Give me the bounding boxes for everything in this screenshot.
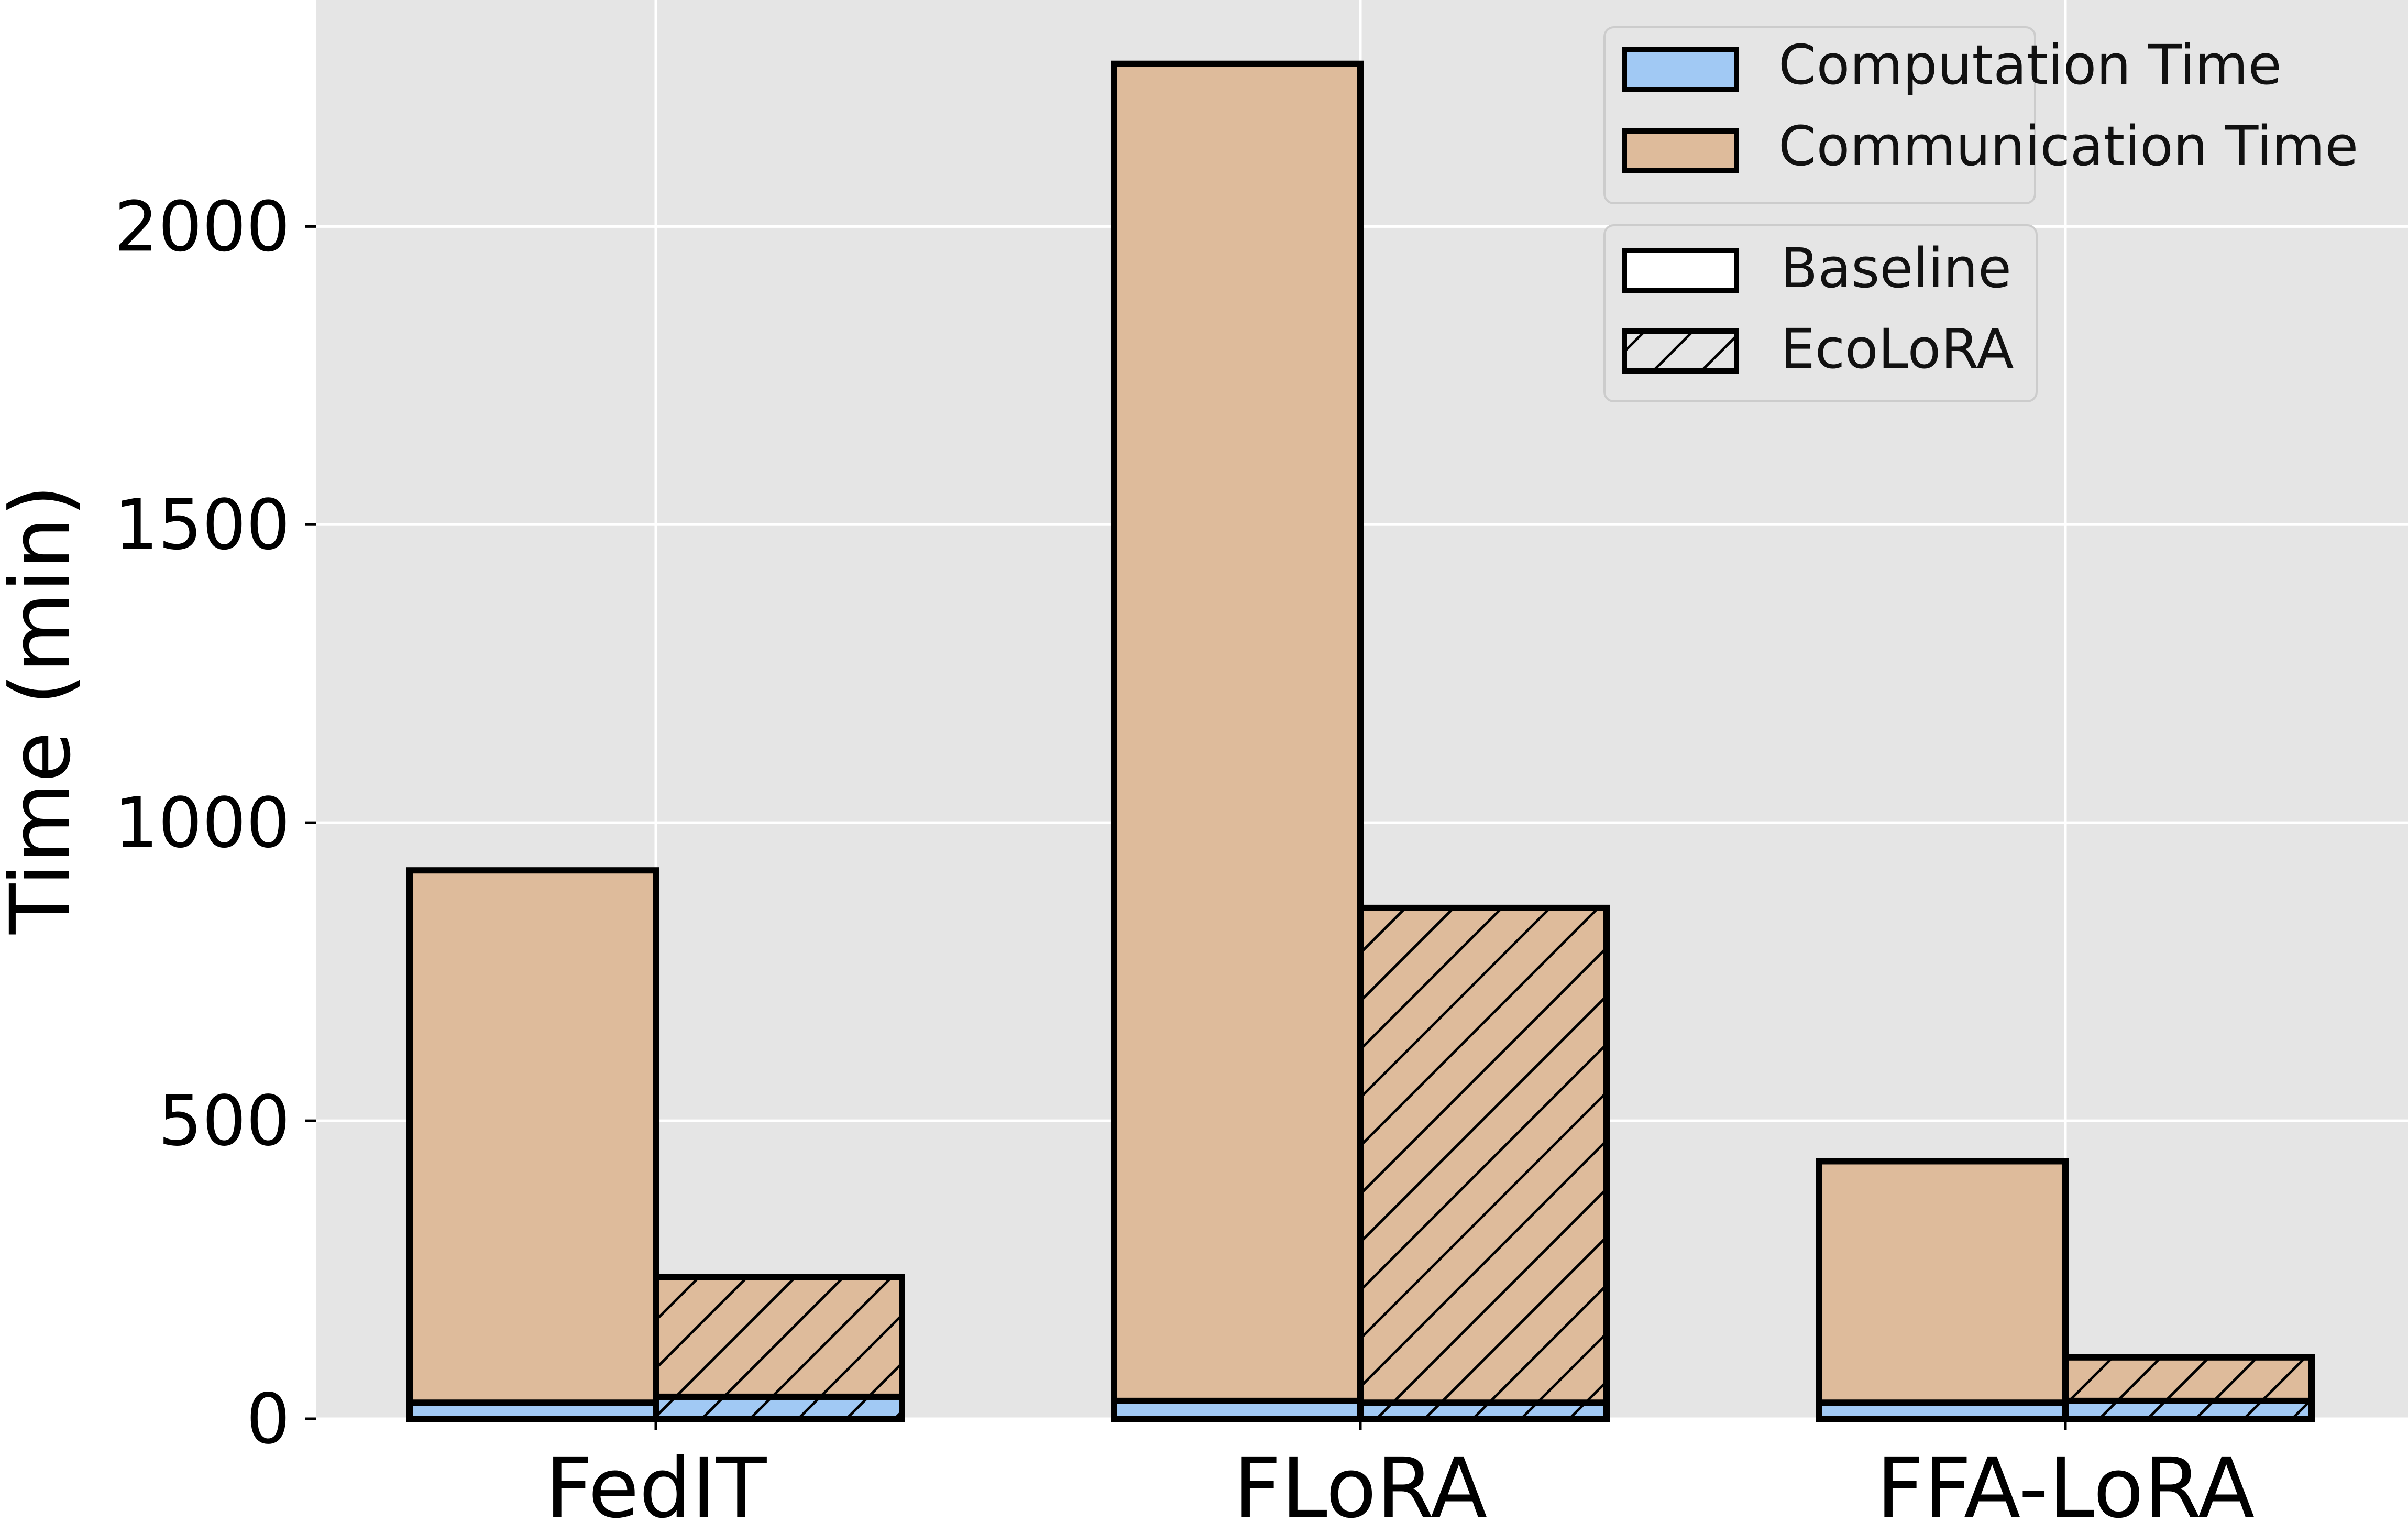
bar-outline [2062, 1354, 2315, 1404]
bar-outline [1816, 1158, 2069, 1406]
legend-swatch-ecolora [1622, 328, 1739, 374]
y-axis: 0 500 1000 1500 2000 [114, 187, 316, 1460]
bar-communication-baseline [1819, 1161, 2065, 1403]
y-tick-label: 0 [246, 1379, 290, 1460]
bar-outline [1357, 904, 1610, 1406]
legend-label-ecolora: EcoLoRA [1780, 317, 2014, 381]
legend-variants: Baseline EcoLoRA [1603, 224, 2038, 402]
bar-hatch-overlay [2065, 1357, 2312, 1401]
bars [406, 60, 2315, 1422]
x-tick-label: FedIT [545, 1440, 767, 1533]
y-tick-label: 1500 [114, 485, 290, 565]
x-axis: FedIT FLoRA FFA-LoRA [545, 1419, 2255, 1533]
bar-outline [1111, 60, 1364, 1404]
legend-swatch-computation [1622, 47, 1739, 92]
legend-swatch-communication [1622, 128, 1739, 173]
legend-swatch-baseline [1622, 248, 1739, 293]
bar-communication-baseline [410, 870, 656, 1403]
legend-label-baseline: Baseline [1780, 236, 2011, 300]
bar-outline [406, 867, 659, 1406]
bar-outline [653, 1274, 905, 1400]
bar-hatch-overlay [656, 1396, 902, 1419]
y-tick-label: 2000 [114, 187, 290, 267]
bar-hatch-overlay [656, 1277, 902, 1397]
y-tick-label: 500 [158, 1081, 290, 1162]
legend-label-communication: Communication Time [1778, 114, 2358, 178]
bar-communication-baseline [1114, 63, 1360, 1401]
legend-label-computation: Computation Time [1778, 33, 2282, 97]
y-axis-label: Time (min) [0, 485, 89, 935]
y-tick-label: 1000 [114, 783, 290, 863]
x-tick-label: FLoRA [1234, 1440, 1487, 1533]
x-tick-label: FFA-LoRA [1876, 1440, 2255, 1533]
bar-hatch-overlay [1360, 907, 1607, 1403]
legend-series: Computation Time Communication Time [1603, 26, 2358, 204]
